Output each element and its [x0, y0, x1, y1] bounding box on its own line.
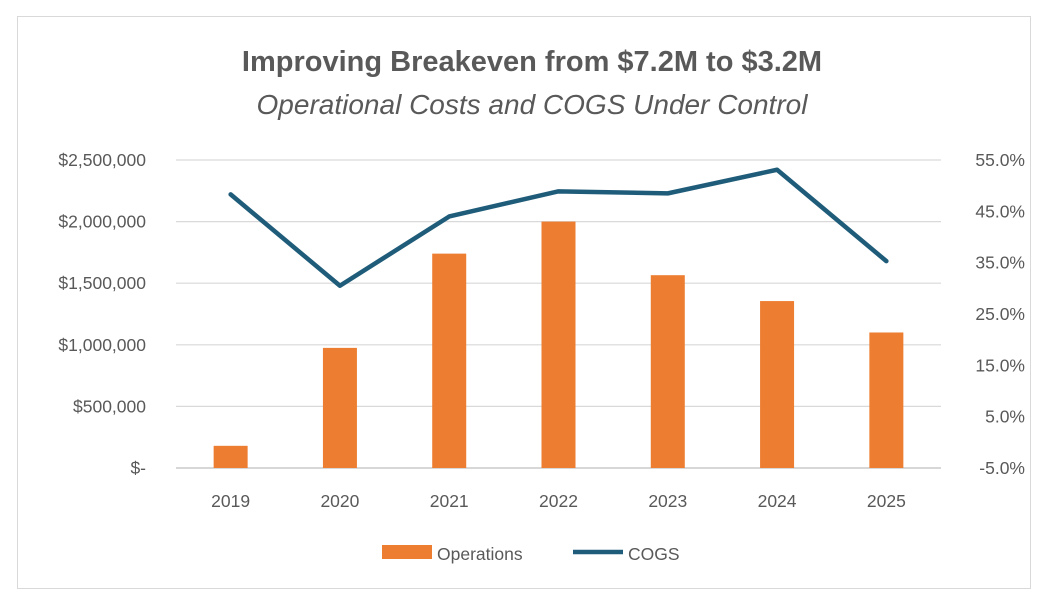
- x-tick-label: 2021: [430, 491, 469, 511]
- bar-operations: [322, 347, 357, 468]
- x-tick-label: 2020: [320, 491, 359, 511]
- y-right-tick-label: 15.0%: [975, 355, 1025, 375]
- x-tick-label: 2024: [758, 491, 797, 511]
- x-tick-label: 2025: [867, 491, 906, 511]
- x-tick-label: 2019: [211, 491, 250, 511]
- y-right-tick-label: 5.0%: [985, 407, 1025, 427]
- bar-operations: [213, 445, 248, 468]
- bar-operations: [760, 301, 795, 468]
- y-right-tick-label: 25.0%: [975, 304, 1025, 324]
- bar-operations: [869, 332, 904, 468]
- bar-operations: [650, 275, 685, 468]
- legend: Operations COGS: [382, 544, 680, 564]
- y-left-tick-label: $2,500,000: [58, 150, 146, 170]
- y-left-tick-label: $1,500,000: [58, 273, 146, 293]
- y-right-tick-label: 55.0%: [975, 150, 1025, 170]
- y-left-tick-label: $2,000,000: [58, 212, 146, 232]
- x-tick-label: 2022: [539, 491, 578, 511]
- y-left-tick-label: $500,000: [73, 396, 146, 416]
- y-left-tick-label: $1,000,000: [58, 335, 146, 355]
- legend-swatch-operations: [382, 545, 432, 559]
- chart-subtitle: Operational Costs and COGS Under Control: [257, 89, 809, 120]
- y-right-tick-label: 45.0%: [975, 201, 1025, 221]
- bar-operations: [432, 253, 467, 468]
- chart-frame: [17, 16, 1031, 589]
- legend-label-operations: Operations: [437, 544, 523, 564]
- y-right-tick-label: -5.0%: [979, 458, 1025, 478]
- legend-label-cogs: COGS: [628, 544, 680, 564]
- chart-title: Improving Breakeven from $7.2M to $3.2M: [242, 46, 822, 78]
- operations-bars: [213, 221, 904, 468]
- bar-operations: [541, 221, 576, 468]
- y-left-tick-label: $-: [130, 458, 146, 478]
- y-right-tick-label: 35.0%: [975, 253, 1025, 273]
- x-tick-label: 2023: [648, 491, 687, 511]
- axis-ticks: $- $500,000 $1,000,000 $1,500,000 $2,000,000…: [58, 150, 1025, 511]
- cogs-line-group: [228, 167, 889, 289]
